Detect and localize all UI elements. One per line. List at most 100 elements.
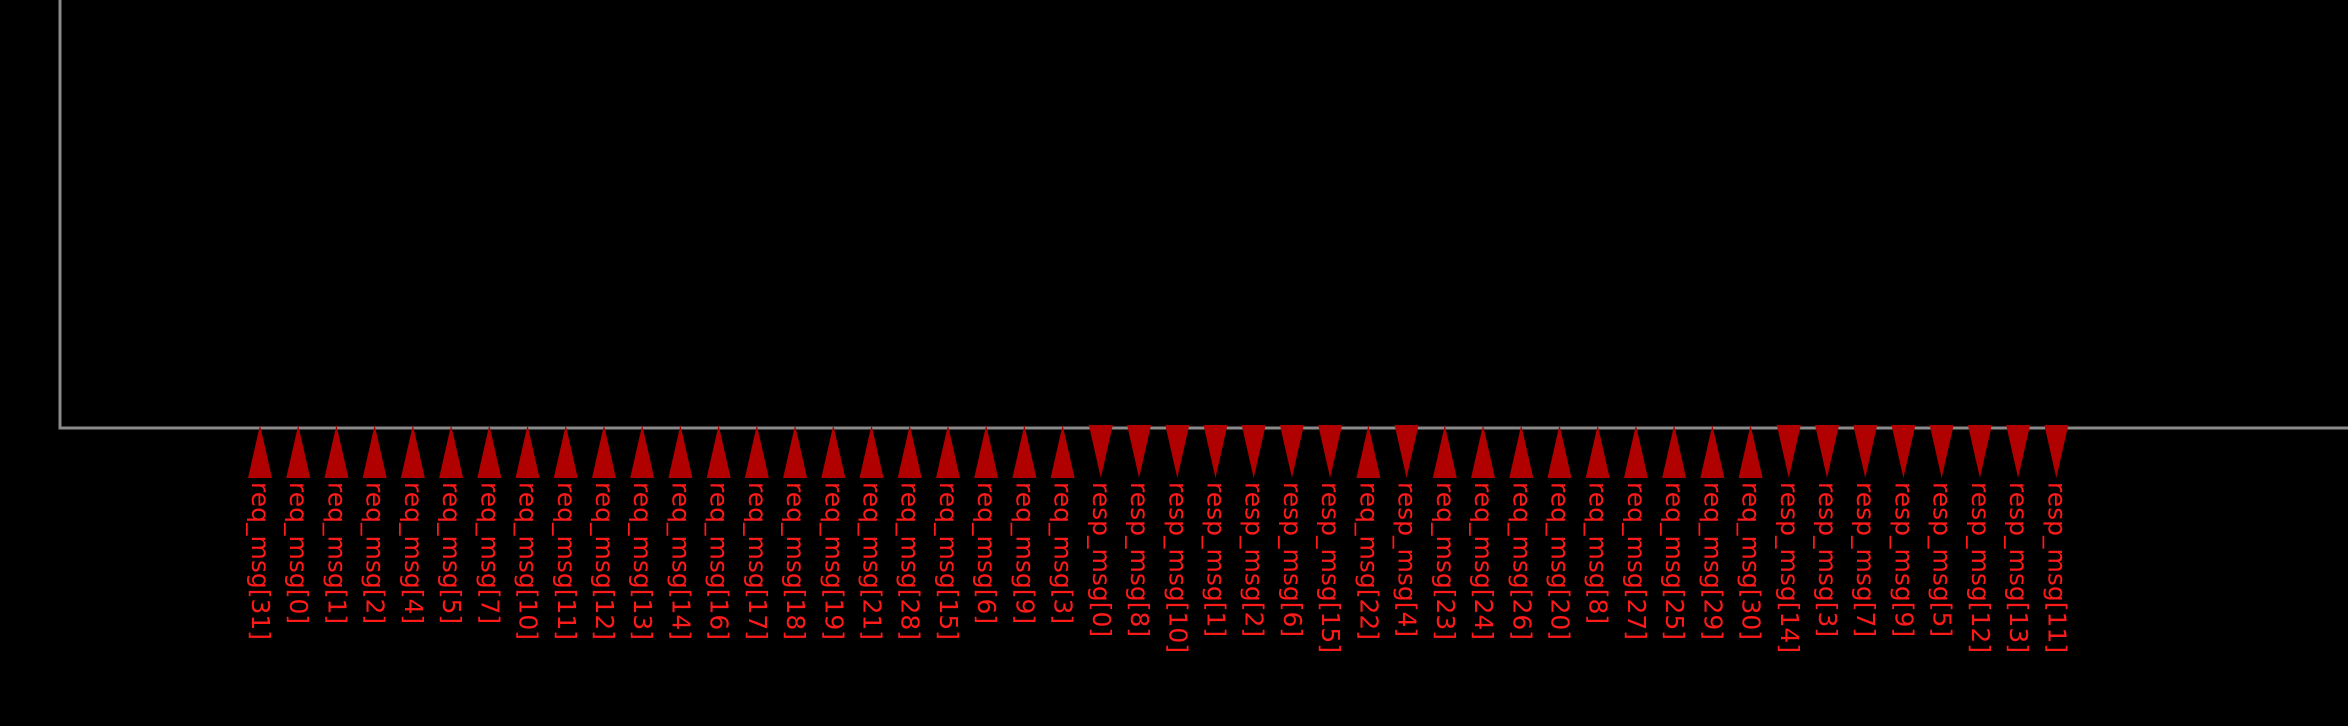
pin-label: resp_msg[4] [1393,482,1422,637]
pin-req-msg30[interactable]: req_msg[30] [1737,425,1766,640]
pin-output-marker [1815,425,1840,478]
pin-req-msg14[interactable]: req_msg[14] [666,425,695,640]
pin-req-msg2[interactable]: req_msg[2] [361,425,390,624]
pin-input-marker [1050,425,1075,478]
pin-label: req_msg[15] [934,482,963,640]
pin-req-msg18[interactable]: req_msg[18] [781,425,810,640]
pin-label: req_msg[13] [628,482,657,640]
pin-req-msg19[interactable]: req_msg[19] [819,425,848,640]
pin-label: req_msg[12] [590,482,619,640]
pin-label: req_msg[18] [781,482,810,640]
pin-label: resp_msg[3] [1813,482,1842,637]
pin-req-msg27[interactable]: req_msg[27] [1622,425,1651,640]
pin-req-msg10[interactable]: req_msg[10] [514,425,543,640]
pin-output-marker [1127,425,1152,478]
pin-label: resp_msg[5] [1928,482,1957,637]
pin-label: resp_msg[10] [1163,482,1192,653]
pin-req-msg6[interactable]: req_msg[6] [972,425,1001,624]
die-boundary [58,0,2348,430]
pin-label: req_msg[29] [1698,482,1727,640]
pin-output-marker [1165,425,1190,478]
pin-resp-msg1[interactable]: resp_msg[1] [1202,425,1231,637]
pin-label: resp_msg[6] [1278,482,1307,637]
pin-input-marker [859,425,884,478]
pin-label: req_msg[9] [1010,482,1039,624]
pin-req-msg15[interactable]: req_msg[15] [934,425,963,640]
pin-req-msg3[interactable]: req_msg[3] [1049,425,1078,624]
pin-req-msg23[interactable]: req_msg[23] [1431,425,1460,640]
pin-resp-msg14[interactable]: resp_msg[14] [1775,425,1804,653]
pin-resp-msg13[interactable]: resp_msg[13] [2004,425,2033,653]
pin-input-marker [477,425,502,478]
pin-resp-msg2[interactable]: resp_msg[2] [1240,425,1269,637]
pin-req-msg29[interactable]: req_msg[29] [1698,425,1727,640]
pin-req-msg9[interactable]: req_msg[9] [1010,425,1039,624]
pin-resp-msg12[interactable]: resp_msg[12] [1966,425,1995,653]
pin-input-marker [974,425,999,478]
pin-input-marker [783,425,808,478]
pin-label: resp_msg[14] [1775,482,1804,653]
pin-resp-msg5[interactable]: resp_msg[5] [1928,425,1957,637]
pin-req-msg31[interactable]: req_msg[31] [246,425,275,640]
pin-input-marker [286,425,311,478]
pin-req-msg7[interactable]: req_msg[7] [475,425,504,624]
pin-req-msg16[interactable]: req_msg[16] [705,425,734,640]
pin-output-marker [1279,425,1304,478]
pin-req-msg22[interactable]: req_msg[22] [1354,425,1383,640]
pin-req-msg28[interactable]: req_msg[28] [896,425,925,640]
pin-resp-msg4[interactable]: resp_msg[4] [1393,425,1422,637]
pin-label: req_msg[10] [514,482,543,640]
pin-req-msg1[interactable]: req_msg[1] [322,425,351,624]
pin-input-marker [591,425,616,478]
pin-label: resp_msg[9] [1889,482,1918,637]
pin-label: req_msg[1] [322,482,351,624]
pin-input-marker [400,425,425,478]
pin-req-msg0[interactable]: req_msg[0] [284,425,313,624]
pin-resp-msg11[interactable]: resp_msg[11] [2042,425,2071,653]
pin-req-msg4[interactable]: req_msg[4] [399,425,428,624]
pin-label: resp_msg[11] [2042,482,2071,653]
pin-resp-msg6[interactable]: resp_msg[6] [1278,425,1307,637]
pin-req-msg20[interactable]: req_msg[20] [1545,425,1574,640]
pin-output-marker [1203,425,1228,478]
pin-label: req_msg[27] [1622,482,1651,640]
pin-output-marker [1776,425,1801,478]
pin-req-msg12[interactable]: req_msg[12] [590,425,619,640]
pin-input-marker [897,425,922,478]
pin-input-marker [553,425,578,478]
pin-input-marker [935,425,960,478]
pin-resp-msg10[interactable]: resp_msg[10] [1163,425,1192,653]
pin-req-msg17[interactable]: req_msg[17] [743,425,772,640]
pin-input-marker [1700,425,1725,478]
pin-label: req_msg[4] [399,482,428,624]
pin-label: req_msg[19] [819,482,848,640]
pin-label: req_msg[20] [1545,482,1574,640]
pin-resp-msg0[interactable]: resp_msg[0] [1087,425,1116,637]
pin-resp-msg9[interactable]: resp_msg[9] [1889,425,1918,637]
pin-input-marker [248,425,272,478]
pin-req-msg13[interactable]: req_msg[13] [628,425,657,640]
pin-req-msg21[interactable]: req_msg[21] [858,425,887,640]
pin-label: resp_msg[2] [1240,482,1269,637]
pin-resp-msg15[interactable]: resp_msg[15] [1316,425,1345,653]
pin-output-marker [1929,425,1954,478]
pin-label: resp_msg[15] [1316,482,1345,653]
pin-input-marker [630,425,655,478]
pin-resp-msg7[interactable]: resp_msg[7] [1851,425,1880,637]
pin-resp-msg3[interactable]: resp_msg[3] [1813,425,1842,637]
pin-req-msg26[interactable]: req_msg[26] [1507,425,1536,640]
pin-input-marker [324,425,349,478]
pin-req-msg11[interactable]: req_msg[11] [552,425,581,640]
pin-label: req_msg[30] [1737,482,1766,640]
pin-input-marker [821,425,846,478]
pin-label: req_msg[25] [1660,482,1689,640]
pin-req-msg8[interactable]: req_msg[8] [1584,425,1613,624]
pin-req-msg24[interactable]: req_msg[24] [1469,425,1498,640]
pin-output-marker [1891,425,1916,478]
pin-resp-msg8[interactable]: resp_msg[8] [1125,425,1154,637]
pin-req-msg25[interactable]: req_msg[25] [1660,425,1689,640]
pin-req-msg5[interactable]: req_msg[5] [437,425,466,624]
pin-input-marker [1356,425,1381,478]
pin-output-marker [1241,425,1266,478]
